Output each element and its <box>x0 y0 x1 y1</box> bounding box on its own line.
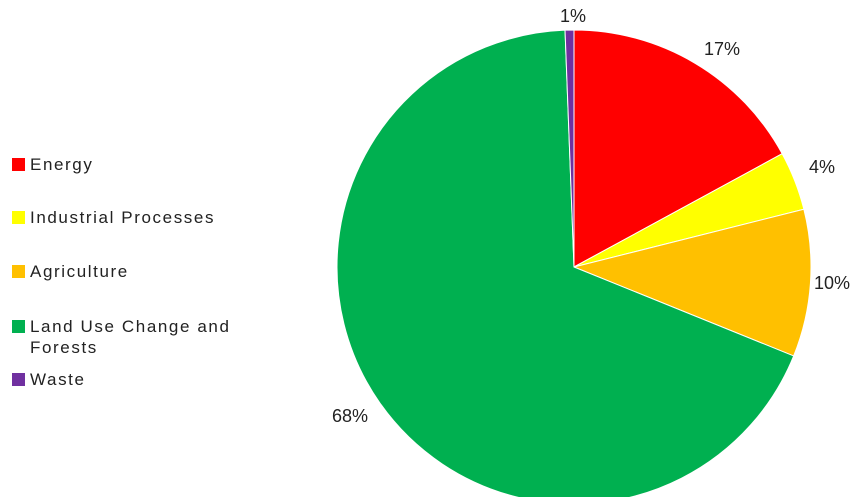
pie-slice-energy <box>573 29 783 268</box>
legend-label-agriculture: Agriculture <box>30 262 129 281</box>
data-label-agriculture: 10% <box>814 273 850 293</box>
pie-slice-land-use-change-and-forests <box>336 29 795 497</box>
legend-swatch-industrial-processes <box>12 211 25 224</box>
data-label-waste: 1% <box>560 6 586 26</box>
data-label-land-use-change-and-forests: 68% <box>332 406 368 426</box>
pie-slice-agriculture <box>572 208 812 357</box>
pie-slice-waste <box>564 29 575 268</box>
legend-item-land-use-change-and-forests: Land Use Change and Forests <box>12 316 270 358</box>
legend-label-industrial-processes: Industrial Processes <box>30 208 216 227</box>
legend-item-energy: Energy <box>12 154 93 175</box>
data-label-energy: 17% <box>704 39 740 59</box>
pie-data-labels: 17% 4% 10% 68% 1% <box>332 6 850 426</box>
data-label-industrial-processes: 4% <box>809 157 835 177</box>
legend-item-agriculture: Agriculture <box>12 261 129 282</box>
legend-swatch-agriculture <box>12 265 25 278</box>
legend-item-industrial-processes: Industrial Processes <box>12 207 215 228</box>
legend-swatch-land-use-change-and-forests <box>12 320 25 333</box>
legend-label-waste: Waste <box>30 370 86 389</box>
legend-swatch-energy <box>12 158 25 171</box>
legend-label-energy: Energy <box>30 155 94 174</box>
legend-item-waste: Waste <box>12 369 86 390</box>
pie-slices <box>336 29 812 497</box>
legend-swatch-waste <box>12 373 25 386</box>
legend-label-land-use-change-and-forests: Land Use Change and Forests <box>30 317 231 357</box>
